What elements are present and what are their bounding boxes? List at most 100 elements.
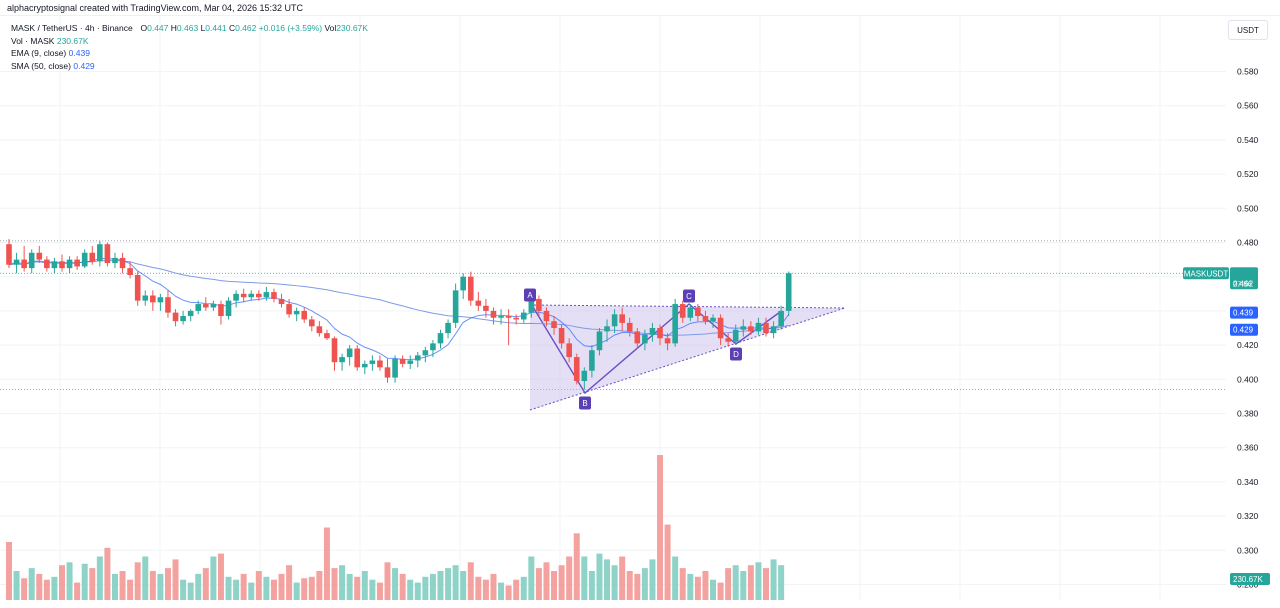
candle-body: [604, 326, 610, 332]
volume-bar: [66, 562, 73, 600]
candle-body: [467, 276, 474, 301]
volume-bar: [111, 573, 118, 600]
candle-body: [361, 363, 368, 368]
candle: [36, 245, 43, 264]
candle-body: [339, 357, 345, 363]
candle-body: [445, 322, 451, 334]
candle-body: [717, 317, 724, 339]
candle: [437, 329, 444, 349]
candle: [536, 295, 542, 317]
volume-bar: [376, 582, 383, 600]
candle: [377, 355, 383, 371]
candle: [354, 345, 361, 371]
reference-lines: [0, 240, 1226, 390]
candle-body: [664, 338, 671, 344]
legend-sma-row[interactable]: SMA (50, close) 0.429: [11, 60, 368, 73]
candle-body: [331, 338, 338, 363]
volume-value-badge: 230.67K: [1233, 575, 1263, 584]
candle-body: [687, 307, 694, 318]
price-tick-label: 0.420: [1237, 340, 1259, 350]
candle: [619, 307, 625, 332]
candle-body: [778, 310, 784, 327]
candle: [97, 240, 103, 267]
candle: [498, 309, 504, 325]
candle: [301, 307, 308, 323]
candle-body: [233, 293, 239, 301]
volume-bar: [293, 582, 300, 600]
volume-bar: [21, 578, 28, 600]
volume-bar: [316, 571, 323, 600]
volume-bar: [384, 562, 391, 600]
candle: [324, 329, 330, 340]
candle: [778, 305, 784, 330]
candle: [331, 336, 338, 371]
candle: [263, 286, 270, 301]
volume-bar: [694, 576, 701, 600]
vol-value: 230.67K: [336, 23, 368, 33]
candle: [634, 328, 641, 349]
candle: [407, 355, 414, 370]
candle-body: [498, 316, 504, 318]
volume-bar: [202, 568, 209, 600]
candle-body: [210, 304, 217, 308]
candle: [233, 290, 239, 308]
price-tick-label: 0.560: [1237, 101, 1259, 111]
price-tick-label: 0.480: [1237, 238, 1259, 248]
volume-bar: [323, 527, 330, 600]
volume-bar: [28, 568, 35, 600]
triangle-lower-line: [529, 307, 846, 411]
volume-bar: [551, 571, 558, 600]
candle-body: [392, 358, 398, 378]
price-tick-label: 0.360: [1237, 443, 1259, 453]
last-symbol-badge: MASKUSDT: [1184, 269, 1229, 278]
currency-unit-button[interactable]: USDT: [1228, 20, 1268, 40]
candle-body: [740, 326, 747, 330]
price-tick-label: 0.320: [1237, 511, 1259, 521]
volume-bar: [725, 568, 732, 600]
candle-body: [763, 322, 769, 334]
volume-bar: [770, 559, 777, 600]
volume-bar: [331, 568, 338, 600]
candle: [150, 290, 156, 311]
candle: [657, 324, 663, 346]
volume-bar: [672, 556, 679, 600]
candle-body: [248, 293, 255, 298]
close-value: 0.462: [235, 23, 257, 33]
candle: [127, 261, 133, 279]
volume-bar: [641, 568, 648, 600]
candle: [119, 252, 126, 274]
candle-body: [452, 290, 459, 323]
volume-bar: [611, 565, 618, 600]
legend-volume-row[interactable]: Vol · MASK 230.67K: [11, 35, 368, 48]
candle: [293, 307, 300, 322]
candle-body: [150, 295, 156, 303]
candle: [6, 239, 12, 269]
volume-bar: [43, 579, 50, 600]
candle-body: [642, 334, 648, 344]
price-tick-label: 0.380: [1237, 409, 1259, 419]
candle: [725, 333, 731, 347]
volume-bar: [634, 573, 641, 600]
candle: [346, 345, 353, 366]
candle-body: [611, 314, 618, 327]
candle: [316, 321, 323, 337]
close-label: C: [228, 23, 236, 33]
legend-ema-row[interactable]: EMA (9, close) 0.439: [11, 47, 368, 60]
pattern-label-bg: [683, 289, 695, 303]
candle-body: [505, 316, 512, 318]
candle: [422, 346, 429, 363]
pattern-label-bg: [524, 288, 536, 302]
volume-bar: [573, 533, 580, 600]
candle-body: [679, 304, 686, 318]
candle-body: [430, 343, 436, 351]
pattern-label-c: C: [686, 292, 692, 301]
price-tick-label: 0.340: [1237, 477, 1259, 487]
volume-bar: [581, 556, 588, 600]
candle: [672, 298, 678, 347]
candle-body: [558, 328, 565, 344]
candle: [573, 353, 580, 385]
vol-label: Vol: [324, 23, 337, 33]
candle: [695, 304, 701, 322]
